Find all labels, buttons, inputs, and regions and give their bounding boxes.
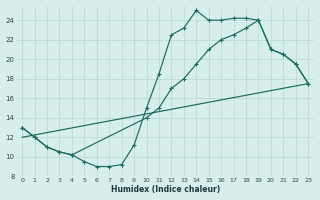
X-axis label: Humidex (Indice chaleur): Humidex (Indice chaleur) [111, 185, 220, 194]
